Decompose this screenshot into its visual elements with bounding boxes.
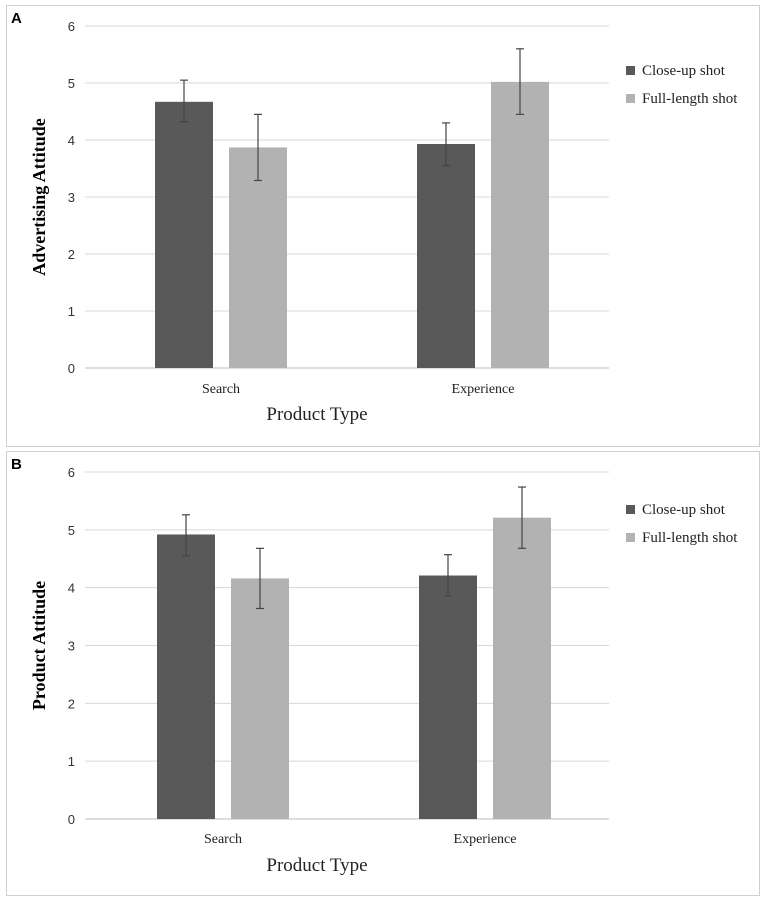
x-category-label: Experience <box>454 832 517 847</box>
x-axis-title: Product Type <box>266 404 367 425</box>
y-axis-title: Product Attitude <box>29 581 49 710</box>
legend-swatch-close-up <box>626 505 635 514</box>
chart-b-error-bars <box>182 486 526 610</box>
legend-label-close-up: Close-up shot <box>642 502 726 518</box>
y-tick-label: 2 <box>68 247 75 262</box>
bar <box>231 578 289 819</box>
bar <box>417 143 475 368</box>
y-tick-label: 2 <box>68 696 75 711</box>
chart-b-y-ticks: 0 1 2 3 4 5 6 <box>68 465 75 827</box>
chart-a-legend: Close-up shot Full-length shot <box>626 63 738 107</box>
legend-label-close-up: Close-up shot <box>642 63 726 79</box>
y-tick-label: 1 <box>68 754 75 769</box>
y-tick-label: 3 <box>68 639 75 654</box>
legend-label-full-length: Full-length shot <box>642 530 738 546</box>
bar <box>419 575 477 819</box>
y-tick-label: 3 <box>68 190 75 205</box>
legend-swatch-full-length <box>626 94 635 103</box>
x-axis-title: Product Type <box>266 855 367 876</box>
bar <box>155 101 213 368</box>
x-category-label: Search <box>204 832 242 847</box>
chart-panel-a: A 0 1 2 3 4 5 6 Search Experience Produc… <box>6 5 760 447</box>
bar <box>229 147 287 368</box>
panel-label-a: A <box>11 10 22 27</box>
legend-swatch-close-up <box>626 66 635 75</box>
chart-a-y-ticks: 0 1 2 3 4 5 6 <box>68 19 75 376</box>
y-tick-label: 0 <box>68 361 75 376</box>
chart-b-legend: Close-up shot Full-length shot <box>626 502 738 546</box>
chart-a-error-bars <box>180 48 524 182</box>
chart-b-bars <box>157 517 551 819</box>
bar <box>491 81 549 369</box>
legend-swatch-full-length <box>626 533 635 542</box>
chart-b-svg: B 0 1 2 3 4 5 6 Search Experience Produc… <box>11 456 738 876</box>
y-tick-label: 4 <box>68 581 75 596</box>
y-tick-label: 5 <box>68 76 75 91</box>
y-tick-label: 6 <box>68 19 75 34</box>
y-tick-label: 5 <box>68 523 75 538</box>
chart-a-categories: Search Experience <box>202 382 515 397</box>
panel-label-b: B <box>11 456 22 473</box>
y-tick-label: 1 <box>68 304 75 319</box>
chart-b-categories: Search Experience <box>204 832 517 847</box>
chart-a-svg: A 0 1 2 3 4 5 6 Search Experience Produc… <box>11 10 738 425</box>
bar <box>157 534 215 819</box>
y-tick-label: 4 <box>68 133 75 148</box>
x-category-label: Experience <box>452 382 515 397</box>
y-axis-title: Advertising Attitude <box>29 118 49 276</box>
chart-panel-b: B 0 1 2 3 4 5 6 Search Experience Produc… <box>6 451 760 896</box>
y-tick-label: 0 <box>68 812 75 827</box>
x-category-label: Search <box>202 382 240 397</box>
bar <box>493 517 551 819</box>
chart-a-bars <box>155 81 549 369</box>
y-tick-label: 6 <box>68 465 75 480</box>
legend-label-full-length: Full-length shot <box>642 91 738 107</box>
